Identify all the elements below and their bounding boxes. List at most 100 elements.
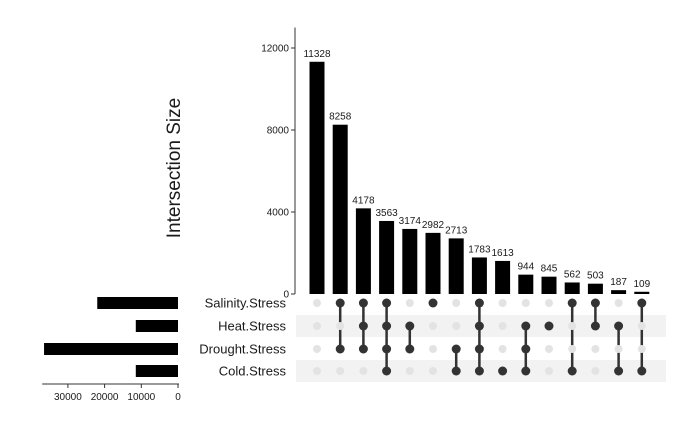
- intersection-bar: [355, 208, 371, 294]
- set-size-tick-label: 10000: [127, 392, 155, 403]
- matrix-dot-active: [405, 344, 415, 354]
- bar-value-label: 4178: [352, 195, 375, 206]
- matrix-dot-inactive: [545, 299, 553, 307]
- matrix-dot-active: [451, 366, 461, 376]
- matrix-dot-inactive: [313, 367, 321, 375]
- matrix-dot-active: [521, 366, 531, 376]
- y-tick-label: 4000: [267, 208, 290, 219]
- bar-value-label: 187: [610, 277, 627, 288]
- intersection-bar: [587, 283, 603, 294]
- matrix-dot-inactive: [429, 367, 437, 375]
- intersection-bar: [634, 291, 650, 294]
- matrix-dot-inactive: [429, 345, 437, 353]
- matrix-dot-active: [590, 321, 600, 331]
- matrix-dot-active: [335, 298, 345, 308]
- matrix-dot-inactive: [637, 345, 646, 353]
- set-size-tick-label: 30000: [54, 392, 82, 403]
- intersection-bar: [611, 290, 627, 294]
- matrix-dot-active: [474, 344, 484, 354]
- y-tick-label: 0: [283, 290, 289, 301]
- matrix-dot-active: [405, 321, 415, 331]
- intersection-bar: [518, 274, 534, 294]
- matrix-dot-inactive: [336, 367, 345, 375]
- matrix-dot-inactive: [498, 345, 507, 353]
- matrix-dot-inactive: [568, 345, 577, 353]
- matrix-dot-active: [498, 366, 508, 376]
- matrix-dot-active: [382, 344, 392, 354]
- bar-value-label: 1783: [468, 244, 491, 255]
- matrix-dot-inactive: [521, 299, 530, 307]
- matrix-dot-active: [358, 298, 368, 308]
- bar-value-label: 11328: [303, 49, 331, 60]
- intersection-bar: [564, 282, 580, 294]
- intersection-bar: [425, 232, 441, 294]
- matrix-dot-active: [567, 298, 577, 308]
- y-tick-label: 12000: [261, 44, 289, 55]
- bar-value-label: 3563: [375, 208, 398, 219]
- set-label: Heat.Stress: [218, 319, 286, 334]
- y-tick-label: 8000: [267, 126, 290, 137]
- matrix-dot-inactive: [429, 322, 437, 330]
- bar-value-label: 944: [517, 262, 534, 273]
- matrix-dot-active: [474, 366, 484, 376]
- intersection-matrix: [313, 298, 647, 376]
- intersection-bar: [379, 220, 395, 294]
- y-axis: 0 4000 8000 12000: [261, 27, 296, 301]
- matrix-dot-active: [382, 298, 392, 308]
- matrix-dot-active: [637, 366, 647, 376]
- matrix-dot-active: [637, 298, 647, 308]
- bar-value-label: 3174: [399, 216, 422, 227]
- matrix-dot-inactive: [545, 367, 553, 375]
- matrix-dot-inactive: [591, 367, 600, 375]
- matrix-dot-active: [567, 366, 577, 376]
- matrix-dot-active: [382, 366, 392, 376]
- set-size-bar: [135, 365, 178, 377]
- matrix-dot-active: [358, 344, 368, 354]
- matrix-dot-inactive: [405, 367, 414, 375]
- matrix-dot-inactive: [452, 322, 461, 330]
- matrix-dot-inactive: [313, 345, 321, 353]
- set-size-bar: [97, 297, 178, 309]
- intersection-bar: [495, 260, 511, 294]
- matrix-dot-inactive: [452, 299, 461, 307]
- matrix-dot-inactive: [591, 345, 600, 353]
- bar-value-label: 503: [587, 271, 604, 282]
- set-label: Drought.Stress: [199, 342, 286, 357]
- matrix-dot-inactive: [545, 345, 553, 353]
- bar-value-label: 2982: [422, 220, 445, 231]
- matrix-dot-active: [428, 298, 438, 308]
- set-label: Salinity.Stress: [205, 296, 287, 311]
- matrix-dot-active: [614, 366, 624, 376]
- matrix-dot-active: [474, 298, 484, 308]
- bar-value-label: 845: [541, 264, 558, 275]
- bar-value-label: 1613: [491, 248, 514, 259]
- bar-value-label: 2713: [445, 225, 468, 236]
- intersection-bar: [309, 61, 325, 294]
- intersection-bar: [471, 257, 487, 294]
- matrix-dot-active: [451, 344, 461, 354]
- matrix-dot-inactive: [498, 322, 507, 330]
- matrix-dot-active: [335, 344, 345, 354]
- matrix-dot-inactive: [313, 299, 321, 307]
- bar-value-label: 8258: [329, 112, 352, 123]
- set-size-bars: [44, 297, 178, 377]
- matrix-dot-inactive: [359, 367, 368, 375]
- matrix-dot-inactive: [614, 299, 623, 307]
- matrix-dot-active: [521, 321, 531, 331]
- matrix-dot-inactive: [336, 322, 345, 330]
- matrix-dot-inactive: [313, 322, 321, 330]
- set-size-tick-label: 20000: [91, 392, 119, 403]
- matrix-dot-active: [544, 321, 554, 331]
- matrix-dot-active: [474, 321, 484, 331]
- intersection-bar: [541, 276, 557, 294]
- bar-value-label: 562: [564, 269, 581, 280]
- matrix-dot-active: [382, 321, 392, 331]
- set-size-axis: 30000 20000 10000 0: [42, 383, 181, 403]
- matrix-dot-active: [590, 298, 600, 308]
- set-labels: Salinity.Stress Heat.Stress Drought.Stress…: [199, 296, 286, 379]
- matrix-dot-inactive: [637, 322, 646, 330]
- matrix-dot-inactive: [568, 322, 577, 330]
- set-label: Cold.Stress: [219, 364, 287, 379]
